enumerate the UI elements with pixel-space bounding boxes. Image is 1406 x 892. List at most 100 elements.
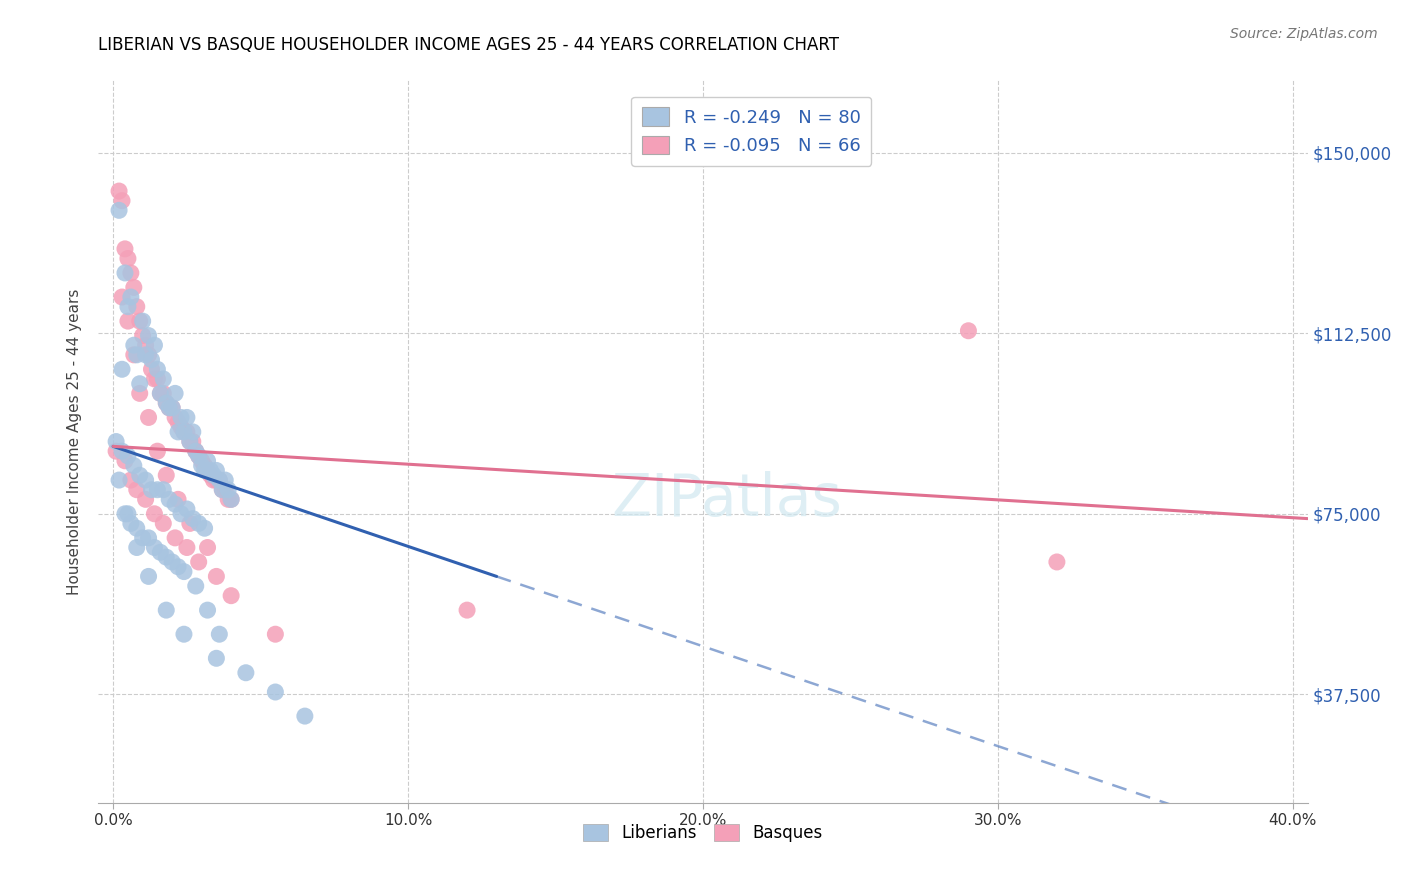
Point [120,516,142,531]
Point [114,507,136,521]
Point [105,444,128,458]
Point [141,483,163,497]
Point [108,203,131,218]
Point [120,473,142,487]
Point [160,401,183,415]
Point [125,541,148,555]
Point [208,473,231,487]
Point [108,473,131,487]
Point [170,507,193,521]
Point [114,242,136,256]
Point [122,280,145,294]
Point [187,516,209,531]
Point [264,685,287,699]
Point [173,627,195,641]
Point [108,184,131,198]
Point [131,328,153,343]
Point [170,420,193,434]
Point [217,492,239,507]
Point [214,483,236,497]
Point [114,266,136,280]
Point [165,497,187,511]
Point [117,507,139,521]
Point [138,569,160,583]
Point [165,410,187,425]
Point [138,328,160,343]
Point [131,314,153,328]
Point [190,454,212,468]
Point [157,492,180,507]
Point [146,483,169,497]
Point [264,627,287,641]
Point [202,468,225,483]
Point [194,463,217,477]
Point [135,473,157,487]
Point [125,348,148,362]
Point [131,531,153,545]
Point [111,194,134,208]
Point [190,458,212,473]
Point [197,603,219,617]
Point [155,603,177,617]
Point [122,348,145,362]
Point [122,338,145,352]
Point [117,252,139,266]
Point [149,545,172,559]
Point [200,463,222,477]
Point [149,386,172,401]
Point [179,516,201,531]
Point [117,449,139,463]
Point [173,425,195,439]
Point [187,555,209,569]
Point [120,266,142,280]
Point [128,314,150,328]
Point [135,492,157,507]
Point [197,454,219,468]
Point [128,468,150,483]
Legend: Liberians, Basques: Liberians, Basques [576,817,830,848]
Point [181,434,204,449]
Point [208,473,231,487]
Point [167,492,190,507]
Point [160,555,183,569]
Point [138,348,160,362]
Point [194,521,217,535]
Point [219,589,242,603]
Point [141,352,163,367]
Point [143,541,166,555]
Text: LIBERIAN VS BASQUE HOUSEHOLDER INCOME AGES 25 - 44 YEARS CORRELATION CHART: LIBERIAN VS BASQUE HOUSEHOLDER INCOME AG… [98,36,839,54]
Point [187,449,209,463]
Point [122,458,145,473]
Point [111,290,134,304]
Point [111,362,134,376]
Point [205,463,228,477]
Point [187,449,209,463]
Point [125,521,148,535]
Point [219,492,242,507]
Point [176,410,198,425]
Point [205,569,228,583]
Point [111,444,134,458]
Point [146,362,169,376]
Point [125,483,148,497]
Point [181,511,204,525]
Point [160,401,183,415]
Point [143,338,166,352]
Point [184,579,207,593]
Y-axis label: Householder Income Ages 25 - 44 years: Householder Income Ages 25 - 44 years [67,288,83,595]
Point [1046,555,1069,569]
Point [155,468,177,483]
Point [128,386,150,401]
Point [143,507,166,521]
Point [176,425,198,439]
Point [194,458,217,473]
Point [152,516,174,531]
Point [152,386,174,401]
Point [143,372,166,386]
Text: ZIPatlas: ZIPatlas [612,471,842,528]
Point [176,502,198,516]
Point [197,463,219,477]
Point [105,434,128,449]
Point [135,338,157,352]
Point [211,483,233,497]
